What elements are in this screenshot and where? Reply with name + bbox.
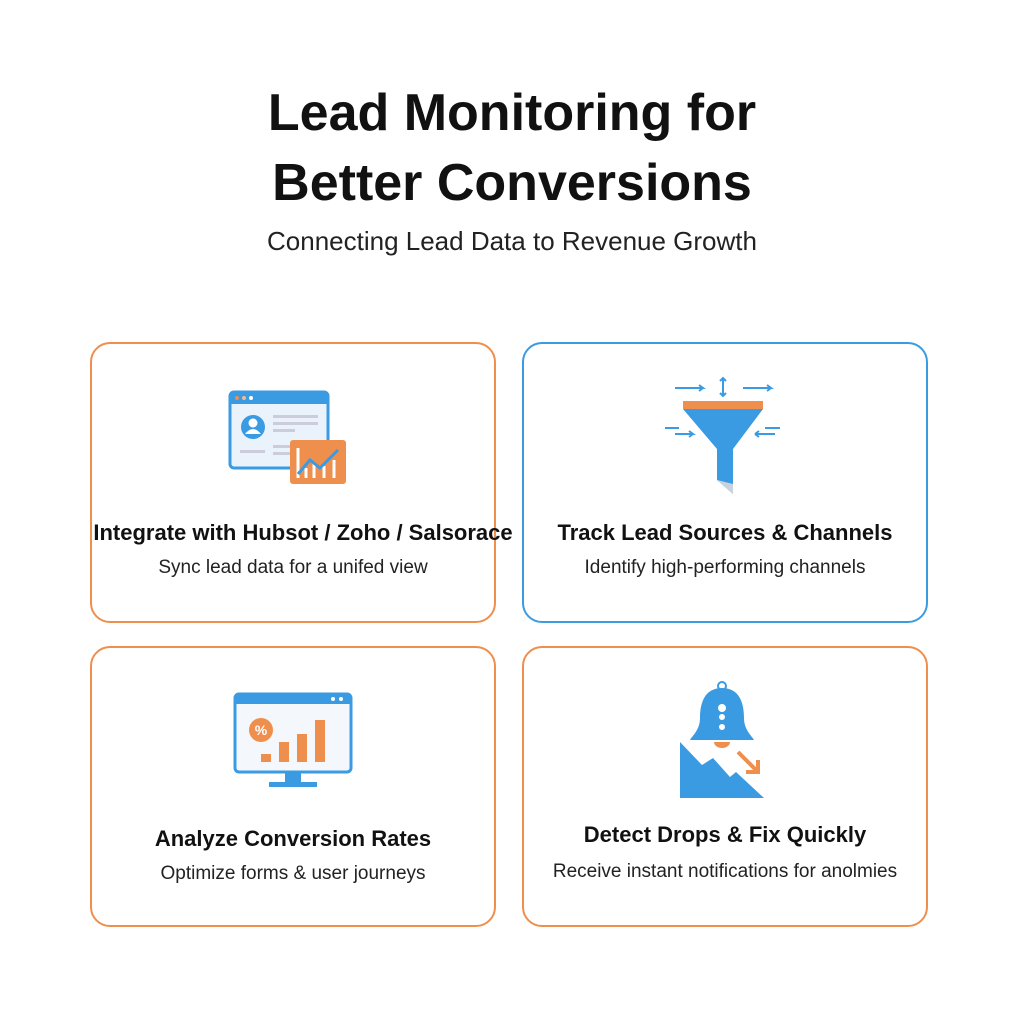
card-description: Identify high-performing channels xyxy=(584,557,866,578)
card-title: Integrate with Hubsot / Zoho / Salsorace xyxy=(93,520,513,545)
card-track-sources: Track Lead Sources & Channels Identify h… xyxy=(522,342,928,623)
alert-bell-drop-icon xyxy=(680,681,764,798)
card-title: Track Lead Sources & Channels xyxy=(557,520,893,545)
card-analyze-conversion: % Analyze Conversion Rates Optimize form… xyxy=(90,646,496,927)
card-title: Detect Drops & Fix Quickly xyxy=(583,822,867,847)
card-description: Optimize forms & user journeys xyxy=(160,863,426,884)
card-description: Receive instant notifications for anolmi… xyxy=(552,861,898,882)
card-integrate: Integrate with Hubsot / Zoho / Salsorace… xyxy=(90,342,513,623)
funnel-icon xyxy=(665,376,780,494)
card-description: Sync lead data for a unifed view xyxy=(158,557,428,578)
page-subtitle: Connecting Lead Data to Revenue Growth xyxy=(267,226,757,256)
card-title: Analyze Conversion Rates xyxy=(154,826,432,851)
card-detect-drops: Detect Drops & Fix Quickly Receive insta… xyxy=(522,646,928,927)
svg-text:%: % xyxy=(255,722,268,738)
conversion-chart-monitor-icon: % xyxy=(233,692,353,787)
crm-dashboard-icon xyxy=(228,390,346,484)
page-title: Lead Monitoring for Better Conversions xyxy=(267,84,757,212)
